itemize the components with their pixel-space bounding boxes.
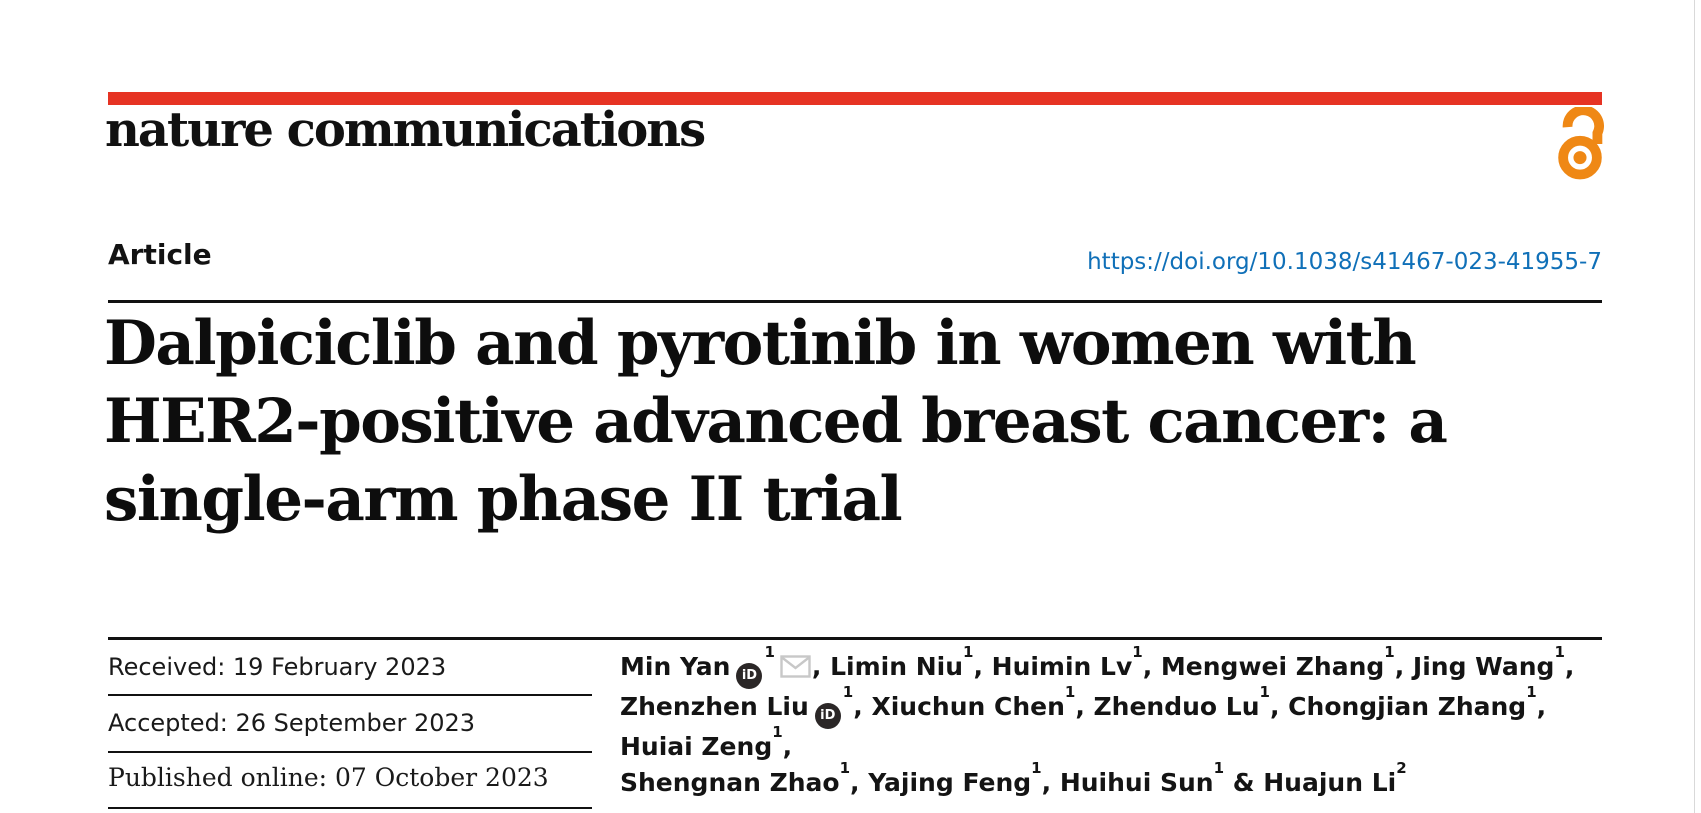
author-name: Huajun Li — [1263, 768, 1397, 797]
author-list-line-3: Shengnan Zhao1, Yajing Feng1, Huihui Sun… — [620, 758, 1407, 797]
author-name: Min Yan — [620, 652, 731, 681]
article-title-line-3: single-arm phase II trial — [104, 464, 903, 535]
author-list-line-2: Zhenzhen Liu iD1, Xiuchun Chen1, Zhenduo … — [620, 682, 1547, 761]
author-affiliation-superscript: 1 — [1132, 642, 1143, 661]
author-affiliation-superscript: 1 — [1064, 682, 1076, 701]
author-list: Min Yan iD1, Limin Niu1, Huimin Lv1, Meng… — [620, 644, 1620, 801]
author-affiliation-superscript: 1 — [1213, 758, 1225, 777]
published-divider — [108, 807, 592, 809]
author-affiliation-superscript: 2 — [1396, 758, 1407, 777]
title-divider — [108, 637, 1602, 640]
article-title: Dalpiciclib and pyrotinib in women with … — [104, 305, 1564, 539]
author-name: Huihui Sun — [1059, 768, 1214, 797]
envelope-icon[interactable] — [780, 652, 811, 688]
article-title-line-1: Dalpiciclib and pyrotinib in women with — [104, 308, 1417, 379]
brand-red-bar — [108, 92, 1602, 105]
received-divider — [108, 694, 592, 696]
header-divider — [108, 300, 1602, 303]
author-name: Huimin Lv — [991, 652, 1133, 681]
author-affiliation-superscript: 1 — [1554, 642, 1565, 661]
author-list-line-1: Min Yan iD1, Limin Niu1, Huimin Lv1, Meng… — [620, 644, 1620, 689]
author-affiliation-superscript: 1 — [1259, 682, 1270, 701]
accepted-divider — [108, 751, 592, 753]
author-name: Shengnan Zhao — [620, 768, 840, 797]
author-affiliation-superscript: 1 — [842, 682, 854, 701]
author-name: Zhenzhen Liu — [620, 692, 809, 721]
author-name: Jing Wang — [1412, 652, 1555, 681]
received-date: Received: 19 February 2023 — [108, 653, 447, 681]
article-type-label: Article — [108, 238, 212, 271]
author-affiliation-superscript: 1 — [839, 758, 851, 777]
author-name: Huiai Zeng — [620, 732, 773, 761]
doi-link[interactable]: https://doi.org/10.1038/s41467-023-41955… — [1087, 249, 1602, 275]
journal-logo: nature communications — [105, 102, 706, 158]
article-title-line-2: HER2-positive advanced breast cancer: a — [104, 386, 1448, 457]
author-name: Mengwei Zhang — [1160, 652, 1385, 681]
author-affiliation-superscript: 1 — [772, 722, 783, 741]
orcid-icon[interactable]: iD — [814, 703, 841, 729]
author-affiliation-superscript: 1 — [764, 642, 775, 661]
author-name: Zhenduo Lu — [1093, 692, 1260, 721]
author-affiliation-superscript: 1 — [1526, 682, 1537, 701]
author-affiliation-superscript: 1 — [1031, 758, 1042, 777]
orcid-icon[interactable]: iD — [736, 663, 763, 689]
published-date: Published online: 07 October 2023 — [108, 763, 549, 792]
page-edge — [1694, 0, 1695, 813]
accepted-date: Accepted: 26 September 2023 — [108, 709, 476, 737]
author-name: Limin Niu — [830, 652, 963, 681]
author-name: Xiuchun Chen — [871, 692, 1065, 721]
author-affiliation-superscript: 1 — [1384, 642, 1395, 661]
author-name: Chongjian Zhang — [1288, 692, 1527, 721]
author-affiliation-superscript: 1 — [963, 642, 974, 661]
open-access-icon[interactable] — [1556, 105, 1604, 185]
author-name: Yajing Feng — [868, 768, 1032, 797]
